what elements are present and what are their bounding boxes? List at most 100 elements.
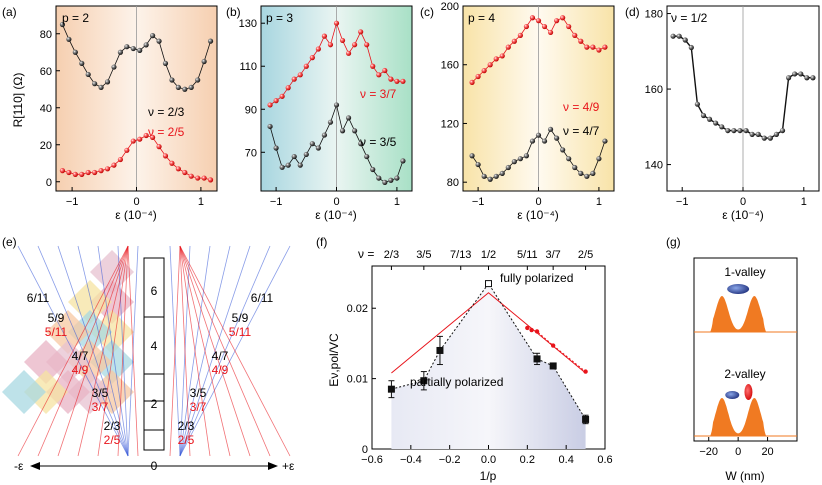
y-tick-label: 0 xyxy=(46,177,52,189)
data-point xyxy=(143,132,149,139)
left-label-red: 5/11 xyxy=(45,325,68,339)
panel-c: (c) −1 0 1 80 120 160 200 p = 4 ν = 4/9 ν = 4/… xyxy=(420,1,615,222)
panel-d-corner-label: ν = 1/2 xyxy=(671,11,708,25)
data-point xyxy=(694,101,701,107)
right-label-black: 3/5 xyxy=(190,386,207,400)
data-point xyxy=(297,162,303,168)
panel-f-plot: −0.6 −0.4 −0.2 0.0 0.2 0.4 0.6 0 0.01 0.02 2/3 3/5 7… xyxy=(347,249,613,466)
data-point xyxy=(85,71,91,78)
data-point xyxy=(150,33,156,39)
panel-a-ylabel: R[110] (Ω) xyxy=(11,73,25,128)
data-point xyxy=(59,21,66,28)
axis-left-label: -ε xyxy=(14,459,24,473)
data-point xyxy=(137,136,143,142)
panel-f-xlabel: 1/p xyxy=(480,469,497,483)
x-tick-label: −20 xyxy=(699,446,718,458)
data-point xyxy=(182,86,188,92)
data-point xyxy=(175,166,181,172)
panel-f: (f) −0.6 −0.4 −0.2 0.0 0.2 0.4 0.6 0 0.01 0.02 2/3… xyxy=(316,235,613,483)
y-tick-label: 180 xyxy=(645,9,663,21)
diag-line-red xyxy=(179,245,291,457)
data-point xyxy=(547,29,554,36)
data-point xyxy=(207,177,214,183)
data-point xyxy=(596,47,602,53)
diag-line-red xyxy=(57,245,129,457)
data-point xyxy=(104,79,111,85)
data-point xyxy=(533,355,541,363)
data-point xyxy=(499,170,505,176)
y-tick-label: 110 xyxy=(239,61,257,73)
x-tick-label: 1 xyxy=(198,196,204,208)
x-tick-label: 20 xyxy=(761,446,773,458)
panel-f-letter: (f) xyxy=(316,235,327,249)
data-point xyxy=(499,53,505,59)
data-point xyxy=(511,159,517,165)
data-point xyxy=(143,42,149,48)
axis-right-label: +ε xyxy=(282,459,295,473)
data-point xyxy=(529,138,536,144)
diag-line-red xyxy=(117,245,129,457)
top-axis-label: 3/7 xyxy=(546,249,561,261)
data-point xyxy=(436,346,444,354)
data-point xyxy=(92,169,98,176)
data-point xyxy=(584,173,590,179)
data-point xyxy=(376,72,382,78)
data-point xyxy=(505,164,511,171)
panel-c-plot: −1 0 1 80 120 160 200 xyxy=(441,1,608,208)
data-point xyxy=(333,102,340,108)
data-point xyxy=(688,44,694,51)
column-label: 6 xyxy=(151,284,158,298)
data-point xyxy=(370,63,376,69)
x-tick-label: 0.4 xyxy=(559,454,574,466)
data-point xyxy=(162,60,169,66)
data-point xyxy=(713,120,719,126)
data-point xyxy=(535,18,542,24)
diag-line-red xyxy=(97,245,129,457)
panel-g-title-2: 2-valley xyxy=(724,367,765,381)
data-point xyxy=(364,42,370,48)
data-point xyxy=(706,116,713,122)
data-point xyxy=(469,153,475,159)
x-tick-label: 1 xyxy=(394,196,400,208)
data-point xyxy=(572,32,578,38)
x-tick-label: 0 xyxy=(740,196,746,208)
y-tick-label: 0 xyxy=(362,444,368,456)
top-axis-label: 1/2 xyxy=(481,249,496,261)
data-point xyxy=(111,64,117,70)
panel-b: (b) −1 0 1 70 90 110 130 p = 3 ν = 3/7 ν = 3/5… xyxy=(226,5,413,222)
data-point xyxy=(578,38,584,44)
data-point xyxy=(400,78,406,84)
data-point-red xyxy=(529,327,534,333)
data-point xyxy=(195,77,201,83)
data-point xyxy=(315,145,321,151)
valley-ellipse-red xyxy=(744,384,753,400)
data-point xyxy=(786,75,792,81)
x-tick-label: −1 xyxy=(66,196,79,208)
data-point xyxy=(554,18,560,24)
arrow-right xyxy=(268,462,278,470)
data-point xyxy=(578,170,584,176)
top-axis-label: 2/5 xyxy=(578,249,593,261)
data-point xyxy=(321,132,328,138)
data-point xyxy=(309,141,315,147)
data-point xyxy=(582,415,590,423)
diag-line-red xyxy=(37,245,129,457)
top-axis-label: 7/13 xyxy=(450,249,471,261)
y-tick-label: 0.02 xyxy=(347,303,368,315)
valley-ellipse-blue xyxy=(725,391,740,399)
data-point-red xyxy=(534,329,540,334)
data-point xyxy=(584,44,590,50)
panel-b-plot: −1 0 1 70 90 110 130 xyxy=(239,6,406,208)
column-label: 2 xyxy=(151,397,158,411)
data-point xyxy=(358,29,364,35)
partially-polarized-region xyxy=(391,283,586,449)
panel-c-xlabel: ε (10⁻⁴) xyxy=(517,208,559,222)
data-point xyxy=(682,37,688,43)
data-point xyxy=(485,280,492,288)
left-label-red: 3/7 xyxy=(92,400,109,414)
y-tick-label: 20 xyxy=(40,140,52,152)
data-point xyxy=(400,158,406,164)
panel-f-label-fully: fully polarized xyxy=(500,271,573,285)
data-point xyxy=(535,132,542,138)
data-point xyxy=(98,84,104,90)
